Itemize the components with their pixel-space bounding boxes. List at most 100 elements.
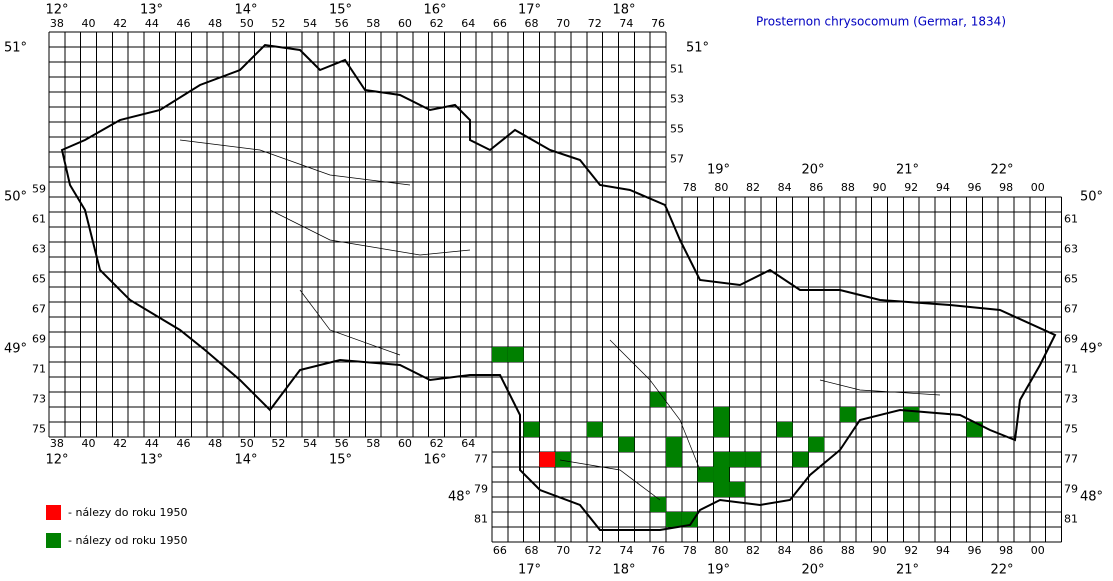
column-label: 52 (271, 437, 285, 450)
row-label: 53 (670, 93, 684, 106)
column-label: 48 (208, 437, 222, 450)
longitude-label: 12° (45, 3, 68, 18)
occurrence-square (713, 482, 730, 497)
column-label: 50 (240, 17, 254, 30)
legend-swatch (46, 505, 61, 520)
longitude-label: 18° (612, 563, 635, 578)
column-label: 78 (683, 544, 697, 557)
rivers (179, 139, 941, 501)
column-label: 86 (809, 544, 823, 557)
row-label: 73 (1064, 393, 1078, 406)
column-label: 92 (904, 544, 918, 557)
column-label: 54 (303, 437, 317, 450)
title: Prosternon chrysocomum (Germar, 1834) (756, 15, 1006, 29)
column-label: 56 (335, 437, 349, 450)
row-label: 65 (32, 273, 46, 286)
column-label: 88 (841, 181, 855, 194)
occurrence-square (713, 467, 730, 482)
longitude-label: 15° (329, 453, 352, 468)
row-label: 67 (1064, 303, 1078, 316)
column-label: 76 (651, 544, 665, 557)
occurrence-square (840, 407, 856, 422)
row-label: 51 (670, 63, 684, 76)
column-label: 46 (176, 17, 190, 30)
longitude-label: 19° (707, 563, 730, 578)
column-label: 58 (366, 437, 380, 450)
occurrence-square (523, 422, 540, 437)
latitude-label: 49° (4, 342, 27, 357)
column-label: 90 (873, 544, 887, 557)
legend: - nálezy do roku 1950 - nálezy od roku 1… (46, 505, 188, 548)
occurrence-square (792, 452, 809, 467)
row-label: 65 (1064, 273, 1078, 286)
row-label: 61 (32, 213, 46, 226)
column-label: 48 (208, 17, 222, 30)
row-label: 79 (474, 483, 488, 496)
row-label: 67 (32, 303, 46, 316)
column-label: 74 (619, 17, 633, 30)
latitude-label: 48° (1080, 490, 1103, 505)
column-label: 64 (461, 17, 475, 30)
column-label: 82 (746, 181, 760, 194)
occurrence-square (555, 452, 572, 467)
column-label: 72 (588, 17, 602, 30)
legend-label: - nálezy od roku 1950 (68, 534, 188, 547)
column-label: 90 (873, 181, 887, 194)
column-label: 78 (683, 181, 697, 194)
latitude-label: 51° (4, 41, 27, 56)
occurrence-square (586, 422, 603, 437)
column-label: 60 (398, 437, 412, 450)
row-label: 61 (1064, 213, 1078, 226)
column-label: 42 (113, 437, 127, 450)
longitude-label: 21° (896, 163, 919, 178)
row-label: 63 (32, 243, 46, 256)
column-label: 38 (50, 437, 64, 450)
column-label: 80 (714, 544, 728, 557)
row-label: 69 (1064, 333, 1078, 346)
longitude-label: 22° (990, 163, 1013, 178)
row-label: 77 (474, 453, 488, 466)
column-label: 54 (303, 17, 317, 30)
column-label: 44 (145, 17, 159, 30)
column-label: 80 (714, 181, 728, 194)
column-label: 64 (461, 437, 475, 450)
occurrence-square (491, 347, 508, 362)
column-label: 38 (50, 17, 64, 30)
row-label: 59 (32, 183, 46, 196)
occurrence-square (665, 452, 682, 467)
column-label: 84 (778, 544, 792, 557)
column-label: 88 (841, 544, 855, 557)
column-label: 86 (809, 181, 823, 194)
row-label: 71 (1064, 363, 1078, 376)
column-label: 68 (525, 544, 539, 557)
column-label: 98 (999, 544, 1013, 557)
border (60, 43, 1057, 531)
longitude-label: 20° (801, 563, 824, 578)
column-label: 00 (1031, 181, 1045, 194)
row-label: 81 (474, 513, 488, 526)
occurrence-square (903, 407, 920, 422)
column-label: 58 (366, 17, 380, 30)
row-label: 75 (1064, 423, 1078, 436)
row-label: 77 (1064, 453, 1078, 466)
column-label: 72 (588, 544, 602, 557)
column-label: 96 (967, 544, 981, 557)
longitude-label: 21° (896, 563, 919, 578)
column-label: 52 (271, 17, 285, 30)
longitude-label: 14° (234, 3, 257, 18)
occurrence-square (776, 422, 793, 437)
occurrence-square (713, 407, 730, 422)
squares (491, 347, 983, 527)
occurrence-square (665, 437, 682, 452)
row-label: 57 (670, 153, 684, 166)
column-label: 68 (525, 17, 539, 30)
row-label: 71 (32, 363, 46, 376)
row-label: 55 (670, 123, 684, 136)
longitude-label: 17° (518, 563, 541, 578)
column-label: 98 (999, 181, 1013, 194)
column-label: 92 (904, 181, 918, 194)
column-label: 74 (619, 544, 633, 557)
column-label: 82 (746, 544, 760, 557)
occurrence-square (539, 452, 556, 467)
column-label: 00 (1031, 544, 1045, 557)
